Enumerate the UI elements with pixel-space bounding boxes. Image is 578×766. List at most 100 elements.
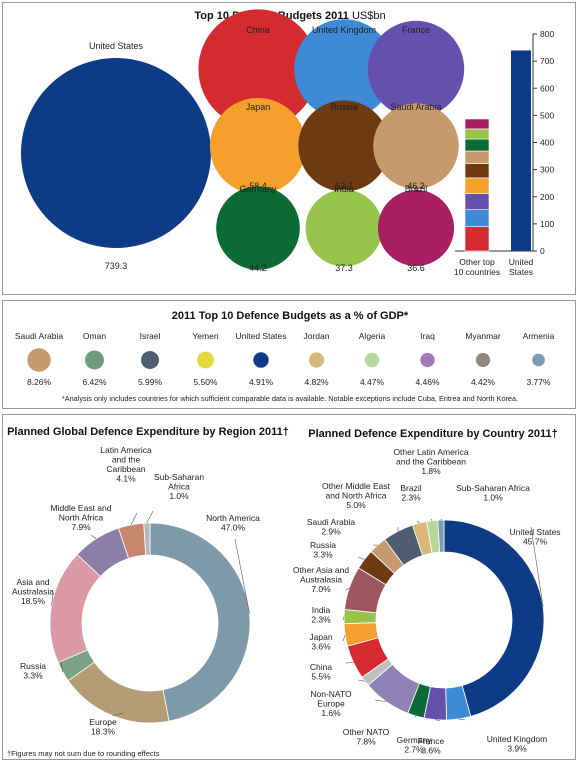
leader-line bbox=[346, 662, 353, 663]
chart-title: 2011 Top 10 Defence Budgets as a % of GD… bbox=[172, 310, 409, 322]
gdp-label: United States bbox=[235, 331, 286, 341]
gdp-label: Jordan bbox=[304, 331, 330, 341]
footnote: *Analysis only includes countries for wh… bbox=[62, 394, 518, 403]
bar-segment-japan bbox=[465, 178, 489, 194]
gdp-value: 4.82% bbox=[304, 377, 329, 387]
gdp-label: Myanmar bbox=[465, 331, 501, 341]
leader-line bbox=[147, 511, 153, 523]
y-tick-label: 500 bbox=[540, 110, 554, 120]
bubble-label: Saudi Arabia bbox=[390, 102, 441, 112]
top10-budgets-chart: Top 10 Defence Budgets 2011 US$bn United… bbox=[3, 3, 577, 296]
gdp-label: Saudi Arabia bbox=[15, 331, 63, 341]
top10-budgets-panel: Top 10 Defence Budgets 2011 US$bn United… bbox=[2, 2, 576, 295]
y-tick-label: 100 bbox=[540, 219, 554, 229]
bubble-label: Germany bbox=[239, 184, 277, 194]
bubble-value: 36.6 bbox=[407, 263, 425, 273]
bar-segment-united-kingdom bbox=[465, 210, 489, 227]
bubble-label: France bbox=[402, 25, 430, 35]
slice-asia-and-australasia bbox=[50, 554, 100, 662]
gdp-bubble-israel bbox=[141, 351, 159, 369]
bubble-brazil bbox=[378, 190, 454, 266]
gdp-bubble-yemen bbox=[197, 352, 214, 369]
leader-line bbox=[358, 557, 364, 559]
bubble-label: China bbox=[246, 25, 270, 35]
gdp-bubble-iraq bbox=[420, 353, 434, 367]
bar-segment-france bbox=[465, 194, 489, 210]
expenditure-panel: Planned Global Defence Expenditure by Re… bbox=[2, 414, 576, 760]
bubble-japan bbox=[210, 98, 306, 194]
gdp-value: 6.42% bbox=[82, 377, 107, 387]
gdp-value: 4.47% bbox=[360, 377, 385, 387]
y-tick-label: 600 bbox=[540, 83, 554, 93]
bar-segment-india bbox=[465, 129, 489, 139]
bubble-label: United Kingdom bbox=[312, 25, 376, 35]
chart-title: Planned Global Defence Expenditure by Re… bbox=[7, 426, 289, 438]
gdp-bubble-saudi-arabia bbox=[27, 348, 50, 371]
bar-segment-saudi-arabia bbox=[465, 151, 489, 164]
gdp-bubble-armenia bbox=[532, 354, 545, 367]
gdp-value: 3.77% bbox=[526, 377, 551, 387]
y-tick-label: 200 bbox=[540, 192, 554, 202]
gdp-label: Algeria bbox=[359, 331, 386, 341]
leader-line bbox=[131, 513, 137, 525]
bubble-united-states bbox=[21, 58, 211, 248]
gdp-label: Armenia bbox=[523, 331, 555, 341]
y-tick-label: 700 bbox=[540, 56, 554, 66]
leader-line bbox=[91, 535, 96, 539]
bubble-label: India bbox=[334, 184, 354, 194]
bar-segment-brazil bbox=[465, 119, 489, 129]
gdp-percent-chart: 2011 Top 10 Defence Budgets as a % of GD… bbox=[3, 301, 577, 410]
bubble-label: Japan bbox=[246, 102, 271, 112]
gdp-value: 5.99% bbox=[138, 377, 163, 387]
chart-title: Planned Defence Expenditure by Country 2… bbox=[308, 428, 557, 440]
gdp-percent-panel: 2011 Top 10 Defence Budgets as a % of GD… bbox=[2, 300, 576, 409]
bar-segment-germany bbox=[465, 139, 489, 151]
bubble-value: 44.2 bbox=[249, 263, 267, 273]
gdp-bubble-jordan bbox=[309, 352, 324, 367]
bubble-value: 739.3 bbox=[105, 261, 128, 271]
gdp-label: Yemen bbox=[192, 331, 218, 341]
gdp-bubble-oman bbox=[85, 350, 104, 369]
gdp-value: 5.50% bbox=[193, 377, 218, 387]
bar-united-states bbox=[511, 50, 531, 251]
gdp-bubble-algeria bbox=[365, 353, 379, 367]
leader-line bbox=[417, 521, 419, 523]
gdp-value: 8.26% bbox=[27, 377, 52, 387]
gdp-label: Israel bbox=[140, 331, 161, 341]
gdp-value: 4.91% bbox=[249, 377, 274, 387]
gdp-label: Oman bbox=[83, 331, 106, 341]
bubble-saudi-arabia bbox=[373, 103, 458, 188]
bubble-germany bbox=[216, 186, 300, 270]
gdp-value: 4.46% bbox=[415, 377, 440, 387]
expenditure-chart: Planned Global Defence Expenditure by Re… bbox=[3, 415, 577, 761]
bubble-label: United States bbox=[89, 41, 144, 51]
bar-segment-china bbox=[465, 227, 489, 251]
bubble-label: Brazil bbox=[405, 184, 428, 194]
footnote: †Figures may not sum due to rounding eff… bbox=[7, 749, 160, 758]
y-tick-label: 0 bbox=[540, 246, 545, 256]
bubble-label: Russia bbox=[330, 102, 358, 112]
y-tick-label: 800 bbox=[540, 29, 554, 39]
bubble-value: 37.3 bbox=[335, 263, 353, 273]
slice-north-america bbox=[150, 523, 250, 721]
